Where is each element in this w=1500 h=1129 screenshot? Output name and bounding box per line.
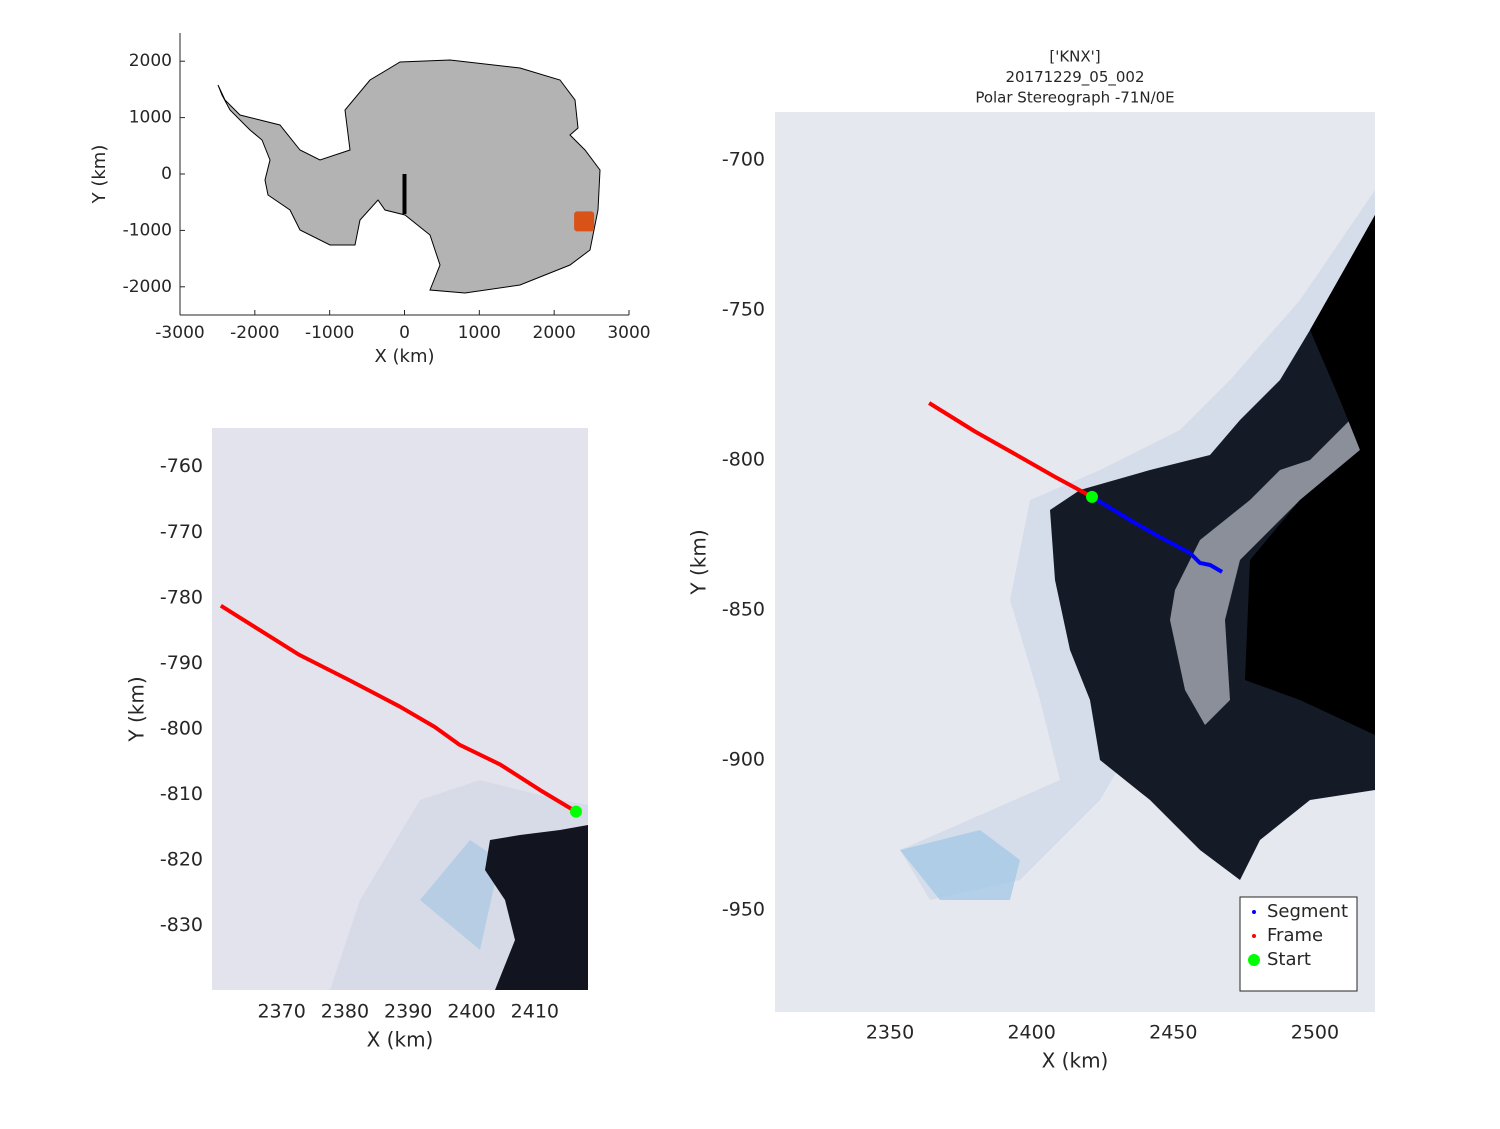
legend-marker bbox=[1252, 910, 1256, 914]
y-tick-label: 2000 bbox=[129, 51, 172, 71]
y-tick-label: -950 bbox=[722, 899, 765, 921]
y-tick-label: -700 bbox=[722, 149, 765, 171]
x-tick-label: 2390 bbox=[384, 1001, 432, 1023]
x-tick-label: 2370 bbox=[257, 1001, 305, 1023]
chart-title: Polar Stereograph -71N/0E bbox=[975, 89, 1174, 107]
x-tick-label: 2410 bbox=[511, 1001, 559, 1023]
x-tick-label: 1000 bbox=[458, 323, 501, 343]
y-tick-label: -800 bbox=[722, 449, 765, 471]
x-tick-label: 0 bbox=[399, 323, 410, 343]
y-tick-label: -2000 bbox=[123, 277, 172, 297]
legend-label: Start bbox=[1267, 949, 1311, 970]
legend-marker bbox=[1252, 934, 1256, 938]
y-axis-label: Y (km) bbox=[687, 529, 711, 595]
y-tick-label: -780 bbox=[160, 586, 203, 608]
legend-label: Frame bbox=[1267, 925, 1323, 946]
y-tick-label: -850 bbox=[722, 599, 765, 621]
y-tick-label: -900 bbox=[722, 749, 765, 771]
y-tick-label: -800 bbox=[160, 718, 203, 740]
y-axis-label: Y (km) bbox=[125, 676, 149, 742]
legend-marker bbox=[1248, 954, 1260, 966]
x-tick-label: 2500 bbox=[1291, 1022, 1339, 1044]
y-tick-label: -750 bbox=[722, 299, 765, 321]
y-tick-label: 1000 bbox=[129, 108, 172, 128]
x-tick-label: -1000 bbox=[305, 323, 354, 343]
x-axis-label: X (km) bbox=[374, 346, 434, 367]
y-tick-label: -760 bbox=[160, 455, 203, 477]
continent-outline bbox=[217, 59, 601, 294]
data-line bbox=[1090, 495, 1224, 574]
x-axis-label: X (km) bbox=[367, 1028, 434, 1052]
chart-title: 20171229_05_002 bbox=[1005, 68, 1144, 87]
legend-label: Segment bbox=[1267, 901, 1348, 922]
x-tick-label: 2350 bbox=[866, 1022, 914, 1044]
x-tick-label: 2380 bbox=[321, 1001, 369, 1023]
x-tick-label: 2400 bbox=[447, 1001, 495, 1023]
x-tick-label: 3000 bbox=[607, 323, 650, 343]
data-marker bbox=[569, 805, 582, 818]
chart-title: ['KNX'] bbox=[1049, 48, 1100, 66]
x-tick-label: 2450 bbox=[1149, 1022, 1197, 1044]
data-line bbox=[928, 401, 1093, 499]
image-panel-3 bbox=[775, 112, 1375, 1012]
data-marker bbox=[1085, 490, 1098, 503]
x-tick-label: 2000 bbox=[533, 323, 576, 343]
y-tick-label: -830 bbox=[160, 914, 203, 936]
y-tick-label: -820 bbox=[160, 849, 203, 871]
y-tick-label: -790 bbox=[160, 652, 203, 674]
y-tick-label: -810 bbox=[160, 783, 203, 805]
data-line bbox=[219, 604, 578, 814]
x-tick-label: -3000 bbox=[155, 323, 204, 343]
data-marker bbox=[574, 211, 595, 232]
x-tick-label: 2400 bbox=[1007, 1022, 1055, 1044]
y-axis-label: Y (km) bbox=[89, 145, 110, 205]
x-axis-label: X (km) bbox=[1042, 1049, 1109, 1073]
y-tick-label: 0 bbox=[161, 164, 172, 184]
image-panel-2 bbox=[212, 428, 588, 990]
y-tick-label: -770 bbox=[160, 521, 203, 543]
legend-box bbox=[1239, 896, 1358, 992]
x-tick-label: -2000 bbox=[230, 323, 279, 343]
y-tick-label: -1000 bbox=[123, 220, 172, 240]
